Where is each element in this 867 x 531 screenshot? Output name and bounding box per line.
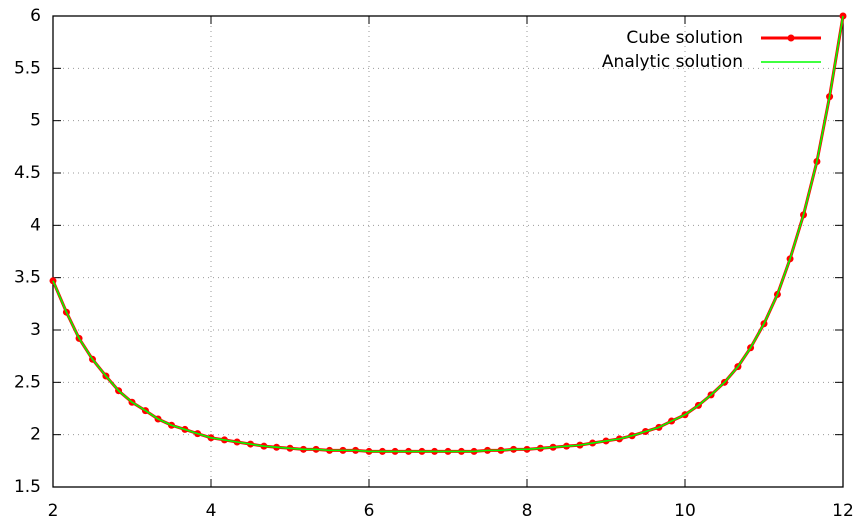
y-tick-label: 2: [30, 425, 41, 445]
y-tick-label: 3: [30, 320, 41, 340]
plot-border: [52, 15, 844, 488]
y-tick-label: 6: [30, 6, 41, 26]
y-tick-label: 2.5: [14, 372, 41, 392]
x-tick-label: 10: [674, 501, 696, 521]
y-tick-label: 5.5: [14, 58, 41, 78]
legend-marker: [787, 34, 795, 42]
legend-label: Cube solution: [626, 28, 743, 48]
x-tick-label: 2: [48, 501, 59, 521]
y-tick-label: 4.5: [14, 163, 41, 183]
y-tick-label: 5: [30, 111, 41, 131]
x-tick-label: 4: [206, 501, 217, 521]
x-tick-label: 6: [364, 501, 375, 521]
y-tick-label: 3.5: [14, 268, 41, 288]
legend-label: Analytic solution: [602, 52, 743, 72]
y-tick-label: 4: [30, 215, 41, 235]
series-line: [51, 15, 845, 453]
series-line: [52, 15, 844, 453]
x-tick-label: 8: [522, 501, 533, 521]
x-tick-label: 12: [832, 501, 854, 521]
y-tick-label: 1.5: [14, 477, 41, 497]
